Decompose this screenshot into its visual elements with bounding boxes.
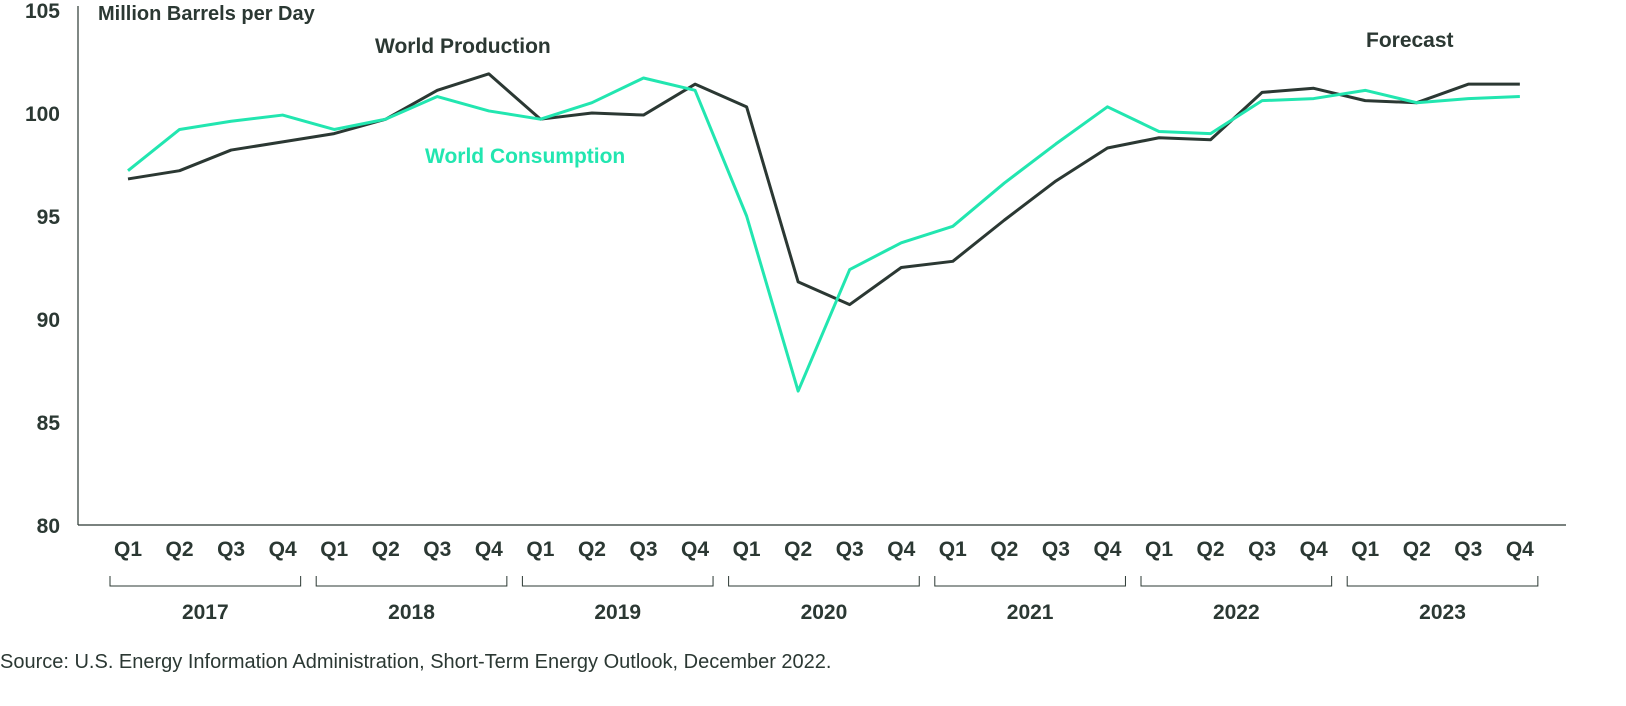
forecast-annotation: Forecast: [1366, 29, 1454, 52]
x-tick-label: Q4: [887, 538, 915, 561]
y-tick-label: 90: [37, 309, 60, 332]
x-tick-label: Q4: [1300, 538, 1328, 561]
x-tick-label: Q1: [733, 538, 761, 561]
y-tick-label: 100: [25, 103, 60, 126]
y-axis-title: Million Barrels per Day: [98, 3, 316, 25]
year-label: 2019: [594, 601, 641, 624]
year-bracket: [315, 576, 508, 587]
x-tick-label: Q3: [423, 538, 451, 561]
year-label: 2020: [801, 601, 848, 624]
y-tick-label: 80: [37, 515, 60, 538]
x-tick-label: Q4: [269, 538, 297, 561]
x-tick-label: Q1: [320, 538, 348, 561]
x-tick-label: Q1: [939, 538, 967, 561]
legend-label-consumption: World Consumption: [425, 145, 625, 168]
y-tick-label: 105: [25, 0, 60, 23]
x-tick-label: Q1: [1351, 538, 1379, 561]
x-tick-label: Q2: [784, 538, 812, 561]
year-label: 2018: [388, 601, 435, 624]
x-tick-label: Q2: [1403, 538, 1431, 561]
legend-label-production: World Production: [375, 35, 551, 58]
series-line-production: [127, 72, 1520, 307]
x-tick-label: Q1: [1145, 538, 1173, 561]
y-tick-label: 85: [37, 412, 61, 435]
x-tick-label: Q2: [166, 538, 194, 561]
x-tick-label: Q4: [681, 538, 709, 561]
x-tick-label: Q3: [1248, 538, 1276, 561]
year-label: 2017: [182, 601, 229, 624]
y-tick-label: 95: [37, 206, 61, 229]
year-bracket: [728, 576, 920, 587]
x-tick-label: Q4: [1093, 538, 1121, 561]
year-bracket: [1140, 576, 1333, 587]
x-tick-label: Q2: [1197, 538, 1225, 561]
series-line-consumption: [127, 76, 1520, 393]
x-tick-label: Q3: [836, 538, 864, 561]
source-note: Source: U.S. Energy Information Administ…: [0, 651, 832, 673]
x-tick-label: Q2: [578, 538, 606, 561]
x-tick-label: Q1: [526, 538, 554, 561]
year-label: 2021: [1007, 601, 1054, 624]
x-tick-label: Q2: [990, 538, 1018, 561]
x-tick-label: Q4: [475, 538, 503, 561]
year-bracket: [521, 576, 714, 587]
x-tick-label: Q3: [629, 538, 657, 561]
year-label: 2023: [1419, 601, 1466, 624]
year-bracket: [109, 576, 302, 587]
x-tick-label: Q3: [217, 538, 245, 561]
x-tick-label: Q2: [372, 538, 400, 561]
year-label: 2022: [1213, 601, 1260, 624]
year-bracket: [934, 576, 1126, 587]
x-tick-label: Q3: [1454, 538, 1482, 561]
x-tick-label: Q4: [1506, 538, 1534, 561]
year-bracket: [1346, 576, 1539, 587]
x-tick-label: Q3: [1042, 538, 1070, 561]
x-tick-label: Q1: [114, 538, 142, 561]
